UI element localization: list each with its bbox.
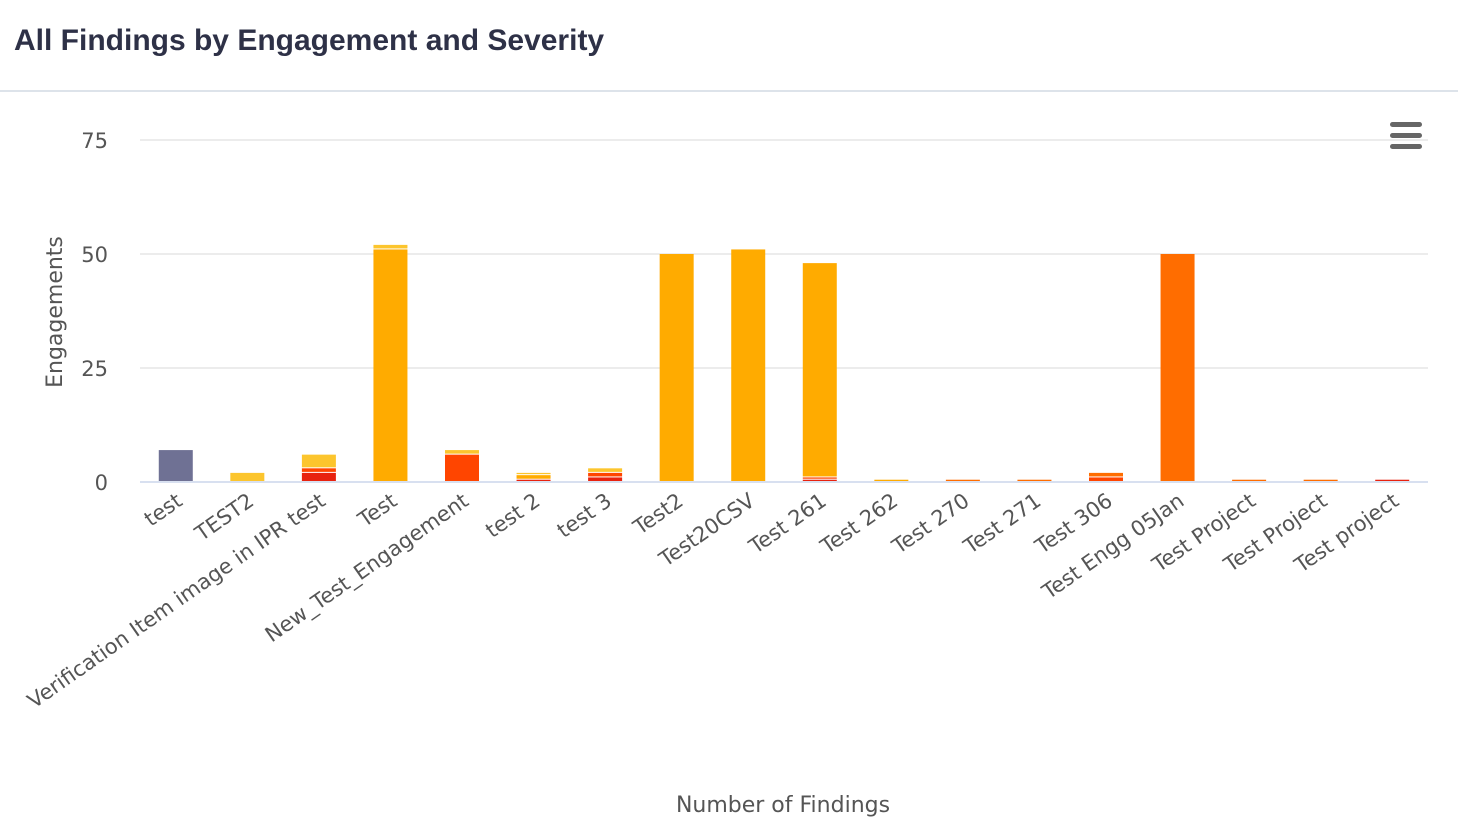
bar-segment[interactable] [1160, 254, 1195, 481]
y-axis-title: Engagements [43, 236, 68, 388]
x-tick-label: test [140, 488, 187, 531]
bar-segment[interactable] [230, 472, 265, 481]
bar-segment[interactable] [373, 249, 408, 481]
x-tick-label: test 2 [481, 488, 544, 542]
y-tick-label: 0 [95, 471, 108, 495]
bar-segment[interactable] [1232, 479, 1267, 481]
x-tick-label: test 3 [553, 488, 616, 542]
x-tick-label: Test 270 [887, 488, 974, 559]
x-axis-title: Number of Findings [676, 793, 890, 818]
bar-segment[interactable] [445, 450, 479, 454]
y-tick-label: 75 [81, 129, 108, 153]
bar-segment[interactable] [802, 263, 837, 477]
x-tick-label: Test 271 [959, 488, 1046, 559]
bar-segment[interactable] [301, 472, 336, 481]
bar-segment[interactable] [588, 472, 623, 477]
y-axis-ticks: 0 25 50 75 [81, 129, 108, 495]
gridlines [140, 139, 1428, 369]
bar-segment[interactable] [588, 477, 623, 481]
bar-segment[interactable] [301, 454, 336, 468]
bar-segment[interactable] [731, 249, 766, 481]
bar-segment[interactable] [301, 468, 336, 472]
bar-segment[interactable] [1017, 479, 1052, 481]
bar-segment[interactable] [373, 244, 408, 249]
bar-segment[interactable] [516, 472, 551, 475]
x-tick-label: Test 261 [744, 488, 831, 559]
bar-segment[interactable] [516, 475, 551, 479]
x-tick-label: Verification Item image in IPR test [23, 488, 330, 713]
bar-segment[interactable] [802, 479, 837, 481]
bar-segment[interactable] [1303, 479, 1338, 481]
bar-segment[interactable] [588, 468, 623, 472]
bar-segment[interactable] [445, 454, 479, 481]
bar-segment[interactable] [874, 479, 909, 481]
bar-segment[interactable] [1089, 477, 1123, 481]
x-tick-label: Test2 [628, 488, 687, 540]
chart-title: All Findings by Engagement and Severity [14, 24, 605, 57]
bars [158, 244, 1410, 481]
x-tick-label: Test 262 [815, 488, 902, 559]
hamburger-menu-icon[interactable] [1384, 118, 1428, 154]
y-tick-label: 25 [81, 357, 108, 381]
bar-segment[interactable] [1375, 479, 1410, 481]
bar-segment[interactable] [158, 450, 193, 481]
bar-segment[interactable] [802, 477, 837, 479]
bar-segment[interactable] [945, 479, 980, 481]
card-header: All Findings by Engagement and Severity [0, 0, 1458, 92]
x-tick-label: Test [353, 488, 401, 532]
bar-segment[interactable] [659, 254, 694, 481]
bar-segment[interactable] [516, 479, 551, 481]
y-tick-label: 50 [81, 243, 108, 267]
bar-segment[interactable] [1089, 472, 1123, 477]
